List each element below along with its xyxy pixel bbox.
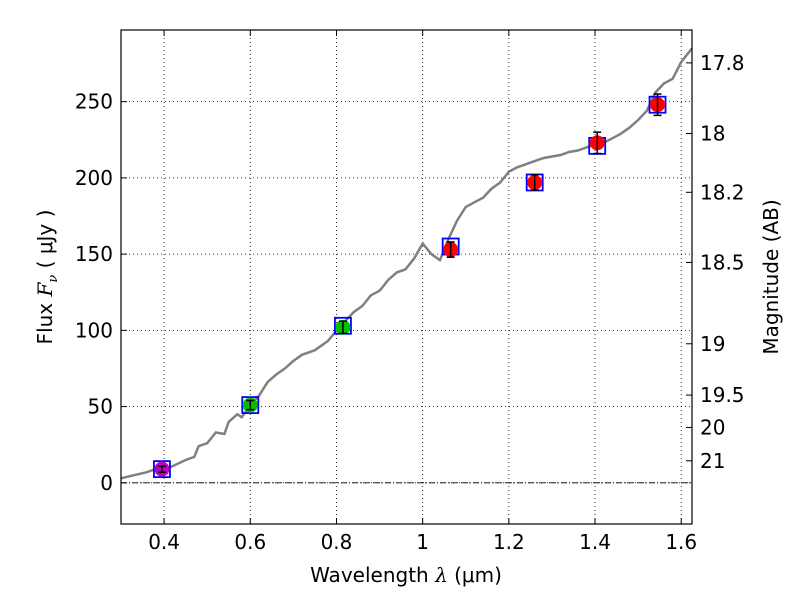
y-tick-label: 100 bbox=[75, 318, 113, 342]
magnitude-tick-label: 20 bbox=[700, 415, 725, 439]
magnitude-tick-label: 17.8 bbox=[700, 51, 745, 75]
x-tick-label: 1.6 bbox=[665, 530, 697, 554]
y-axis-label: Flux Fν ( μJy ) bbox=[33, 210, 61, 345]
model-spectrum-line bbox=[120, 47, 693, 480]
x-tick-label: 0.8 bbox=[321, 530, 353, 554]
photometry-point-K-band bbox=[648, 93, 667, 117]
photometry-point-H2-band bbox=[588, 131, 607, 155]
magnitude-tick-label: 18.5 bbox=[700, 250, 745, 274]
y-tick-label: 50 bbox=[88, 395, 113, 419]
photometry-points bbox=[153, 93, 667, 479]
photometry-point-J-band bbox=[441, 237, 460, 258]
x-tick-label: 1.2 bbox=[493, 530, 525, 554]
model-flux-square bbox=[241, 396, 260, 414]
photometry-point-g-band bbox=[241, 396, 260, 414]
x-tick-label: 1.4 bbox=[579, 530, 611, 554]
grid bbox=[121, 30, 692, 524]
y-tick-label: 150 bbox=[75, 242, 113, 266]
magnitude-tick-label: 18.2 bbox=[700, 180, 745, 204]
model-flux-square bbox=[153, 460, 171, 479]
x-tick-label: 0.6 bbox=[234, 530, 266, 554]
plot-frame bbox=[120, 29, 693, 525]
magnitude-axis-ticks: 17.8 18 18.2 18.5 19 19.5 20 21 bbox=[686, 51, 745, 473]
y-tick-label: 250 bbox=[75, 90, 113, 114]
magnitude-tick-label: 19 bbox=[700, 332, 725, 356]
photometry-point-r-band bbox=[334, 316, 352, 335]
magnitude-tick-label: 18 bbox=[700, 122, 725, 146]
magnitude-tick-label: 21 bbox=[700, 449, 725, 473]
magnitude-axis-label: Magnitude (AB) bbox=[759, 199, 783, 354]
y-axis-ticks: 0 50 100 150 200 250 bbox=[75, 90, 127, 495]
y-tick-label: 200 bbox=[75, 166, 113, 190]
magnitude-tick-label: 19.5 bbox=[700, 383, 745, 407]
x-tick-label: 1 bbox=[416, 530, 429, 554]
x-tick-label: 0.4 bbox=[148, 530, 180, 554]
x-axis-ticks: 0.4 0.6 0.8 1 1.2 1.4 1.6 bbox=[148, 30, 697, 554]
photometry-point-u-band bbox=[153, 460, 171, 479]
x-axis-label: Wavelength λ (μm) bbox=[310, 563, 502, 587]
y-tick-label: 0 bbox=[100, 471, 113, 495]
photometry-point-H1-band bbox=[525, 173, 544, 192]
